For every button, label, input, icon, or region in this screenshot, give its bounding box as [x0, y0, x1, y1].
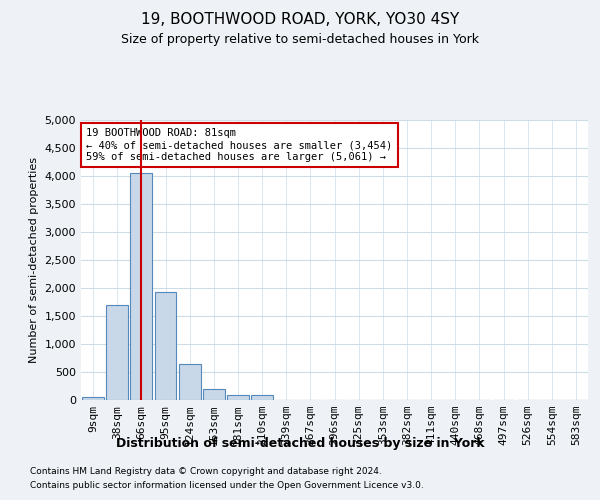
- Bar: [227, 395, 249, 400]
- Text: Distribution of semi-detached houses by size in York: Distribution of semi-detached houses by …: [116, 438, 484, 450]
- Bar: [82, 397, 104, 400]
- Bar: [106, 305, 128, 400]
- Bar: [203, 389, 224, 400]
- Bar: [155, 292, 176, 400]
- Text: 19 BOOTHWOOD ROAD: 81sqm
← 40% of semi-detached houses are smaller (3,454)
59% o: 19 BOOTHWOOD ROAD: 81sqm ← 40% of semi-d…: [86, 128, 392, 162]
- Text: 19, BOOTHWOOD ROAD, YORK, YO30 4SY: 19, BOOTHWOOD ROAD, YORK, YO30 4SY: [141, 12, 459, 28]
- Bar: [251, 395, 273, 400]
- Bar: [130, 173, 152, 400]
- Text: Contains public sector information licensed under the Open Government Licence v3: Contains public sector information licen…: [30, 481, 424, 490]
- Text: Contains HM Land Registry data © Crown copyright and database right 2024.: Contains HM Land Registry data © Crown c…: [30, 468, 382, 476]
- Bar: [179, 364, 200, 400]
- Text: Size of property relative to semi-detached houses in York: Size of property relative to semi-detach…: [121, 32, 479, 46]
- Y-axis label: Number of semi-detached properties: Number of semi-detached properties: [29, 157, 39, 363]
